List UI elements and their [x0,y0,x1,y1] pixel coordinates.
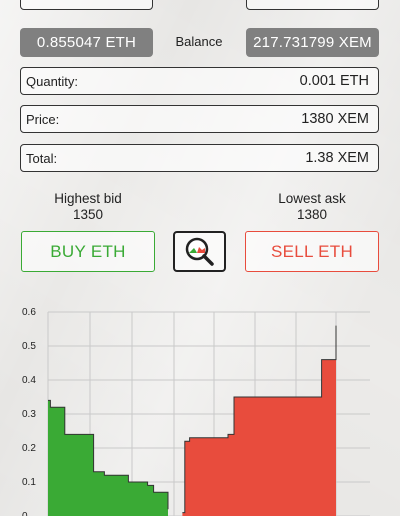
bid-area [48,400,168,516]
total-value: 1.38 XEM [305,150,369,166]
y-tick-label: 0.2 [22,443,36,454]
y-tick-label: 0.6 [22,307,36,318]
magnifier-depth-icon [185,237,214,266]
depth-chart-button[interactable] [173,231,226,272]
total-label: Total: [26,150,58,166]
lowest-ask-value: 1380 [296,207,328,222]
top-right-field [246,0,379,10]
bid-line [48,399,169,510]
chart-y-ticks: 0.6 0.5 0.4 0.3 0.2 0.1 0 [22,307,36,516]
xem-balance: 217.731799 XEM [246,28,379,57]
y-tick-label: 0 [22,511,28,516]
y-tick-label: 0.4 [22,375,36,386]
y-tick-label: 0.1 [22,477,36,488]
quantity-field[interactable]: Quantity: 0.001 ETH [20,67,379,95]
y-tick-label: 0.3 [22,409,36,420]
quantity-label: Quantity: [26,73,79,89]
lowest-ask: Lowest ask 1380 [252,191,372,223]
highest-bid-value: 1350 [72,207,104,222]
y-tick-label: 0.5 [22,341,36,352]
highest-bid-label: Highest bid [54,191,122,206]
sell-eth-button[interactable]: SELL ETH [245,231,379,272]
price-label: Price: [26,111,60,127]
chart-areas [48,325,337,516]
top-left-field [20,0,153,10]
total-field: Total: 1.38 XEM [20,144,379,172]
eth-balance: 0.855047 ETH [20,28,153,57]
balance-label: Balance [175,34,223,49]
highest-bid: Highest bid 1350 [28,191,148,223]
price-value[interactable]: 1380 XEM [301,111,369,127]
ask-area [182,325,336,516]
price-field[interactable]: Price: 1380 XEM [20,105,379,133]
lowest-ask-label: Lowest ask [278,191,346,206]
ask-line [182,325,337,514]
depth-chart: 0.6 0.5 0.4 0.3 0.2 0.1 0 [22,307,370,516]
buy-eth-button[interactable]: BUY ETH [21,231,155,272]
quantity-value[interactable]: 0.001 ETH [299,73,369,89]
